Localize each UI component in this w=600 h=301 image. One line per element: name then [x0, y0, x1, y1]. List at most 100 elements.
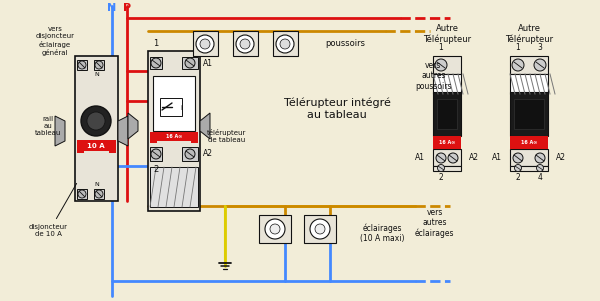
- Text: A1: A1: [203, 58, 213, 67]
- Circle shape: [280, 39, 290, 49]
- Circle shape: [185, 149, 195, 159]
- Text: 1: 1: [154, 39, 158, 48]
- Bar: [148, 51, 200, 211]
- Bar: [94, 60, 104, 70]
- Text: 1: 1: [439, 44, 443, 52]
- Bar: [150, 138, 157, 143]
- Polygon shape: [118, 116, 128, 146]
- Text: 16 A∞: 16 A∞: [166, 135, 182, 139]
- Circle shape: [437, 165, 445, 172]
- Bar: [433, 166, 461, 171]
- Circle shape: [236, 35, 254, 53]
- Text: A2: A2: [203, 150, 213, 159]
- Circle shape: [151, 149, 161, 159]
- Bar: [437, 99, 457, 129]
- Bar: [510, 149, 548, 166]
- Bar: [150, 132, 198, 141]
- Text: vers
disjoncteur
éclairage
général: vers disjoncteur éclairage général: [35, 26, 74, 56]
- Polygon shape: [55, 116, 65, 146]
- Bar: [433, 136, 461, 149]
- Circle shape: [240, 39, 250, 49]
- Circle shape: [448, 153, 458, 163]
- Text: vers
autres
éclairages: vers autres éclairages: [415, 208, 455, 238]
- Text: rail
au
tableau: rail au tableau: [35, 116, 61, 136]
- Text: A1: A1: [492, 154, 502, 163]
- Text: 2: 2: [439, 172, 443, 182]
- Text: Télérupteur intégré
au tableau: Télérupteur intégré au tableau: [284, 98, 391, 120]
- Text: 3: 3: [538, 44, 542, 52]
- Text: télérupteur
de tableau: télérupteur de tableau: [207, 129, 247, 143]
- Circle shape: [78, 61, 86, 69]
- Circle shape: [513, 153, 523, 163]
- Text: A2: A2: [556, 154, 566, 163]
- Bar: [77, 140, 116, 151]
- Bar: [109, 148, 116, 153]
- Bar: [433, 92, 461, 136]
- Bar: [433, 74, 461, 94]
- Text: P: P: [123, 3, 131, 13]
- Circle shape: [276, 35, 294, 53]
- Bar: [94, 189, 104, 199]
- Bar: [510, 74, 548, 94]
- Text: éclairages
(10 A maxi): éclairages (10 A maxi): [360, 223, 404, 243]
- Circle shape: [535, 153, 545, 163]
- Text: 2: 2: [154, 165, 158, 173]
- Bar: [510, 166, 548, 171]
- Text: 16 A∞: 16 A∞: [521, 141, 537, 145]
- Bar: [182, 57, 198, 69]
- Bar: [182, 147, 198, 161]
- Text: N: N: [95, 182, 100, 188]
- Text: 16 A∞: 16 A∞: [439, 141, 455, 145]
- Circle shape: [536, 165, 544, 172]
- Bar: [150, 147, 162, 161]
- Bar: [75, 56, 118, 201]
- Text: Autre
Télérupteur: Autre Télérupteur: [505, 24, 553, 44]
- Circle shape: [315, 224, 325, 234]
- Circle shape: [78, 190, 86, 198]
- Text: A2: A2: [469, 154, 479, 163]
- Text: disjoncteur
de 10 A: disjoncteur de 10 A: [29, 225, 67, 237]
- Bar: [150, 57, 162, 69]
- Circle shape: [81, 106, 111, 136]
- Circle shape: [200, 39, 210, 49]
- Bar: [77, 148, 84, 153]
- Circle shape: [95, 190, 103, 198]
- Text: Autre
Télérupteur: Autre Télérupteur: [423, 24, 471, 44]
- Circle shape: [87, 112, 105, 130]
- Bar: [77, 60, 87, 70]
- Bar: [433, 149, 461, 166]
- Circle shape: [95, 61, 103, 69]
- Bar: [191, 138, 198, 143]
- Text: 10 A: 10 A: [87, 143, 105, 149]
- Bar: [514, 99, 544, 129]
- Text: i: i: [180, 105, 182, 111]
- Text: vers
autres
poussoirs: vers autres poussoirs: [415, 61, 452, 91]
- Text: poussoirs: poussoirs: [325, 39, 365, 48]
- Bar: [160, 98, 182, 116]
- Circle shape: [436, 153, 446, 163]
- Bar: [150, 167, 198, 207]
- Bar: [510, 56, 548, 74]
- Bar: [153, 76, 195, 131]
- Bar: [510, 92, 548, 136]
- Bar: [273, 31, 298, 56]
- Circle shape: [196, 35, 214, 53]
- Circle shape: [265, 219, 285, 239]
- Circle shape: [512, 59, 524, 71]
- Circle shape: [534, 59, 546, 71]
- Text: A1: A1: [415, 154, 425, 163]
- Circle shape: [435, 59, 447, 71]
- Bar: [433, 56, 461, 74]
- Bar: [77, 189, 87, 199]
- Bar: [233, 31, 258, 56]
- Circle shape: [310, 219, 330, 239]
- Polygon shape: [128, 113, 138, 139]
- Text: 4: 4: [538, 172, 542, 182]
- Circle shape: [515, 165, 521, 172]
- Bar: [510, 136, 548, 149]
- Text: 1: 1: [515, 44, 520, 52]
- Text: N: N: [107, 3, 116, 13]
- Text: 2: 2: [515, 172, 520, 182]
- Bar: [259, 215, 291, 243]
- Polygon shape: [200, 113, 210, 139]
